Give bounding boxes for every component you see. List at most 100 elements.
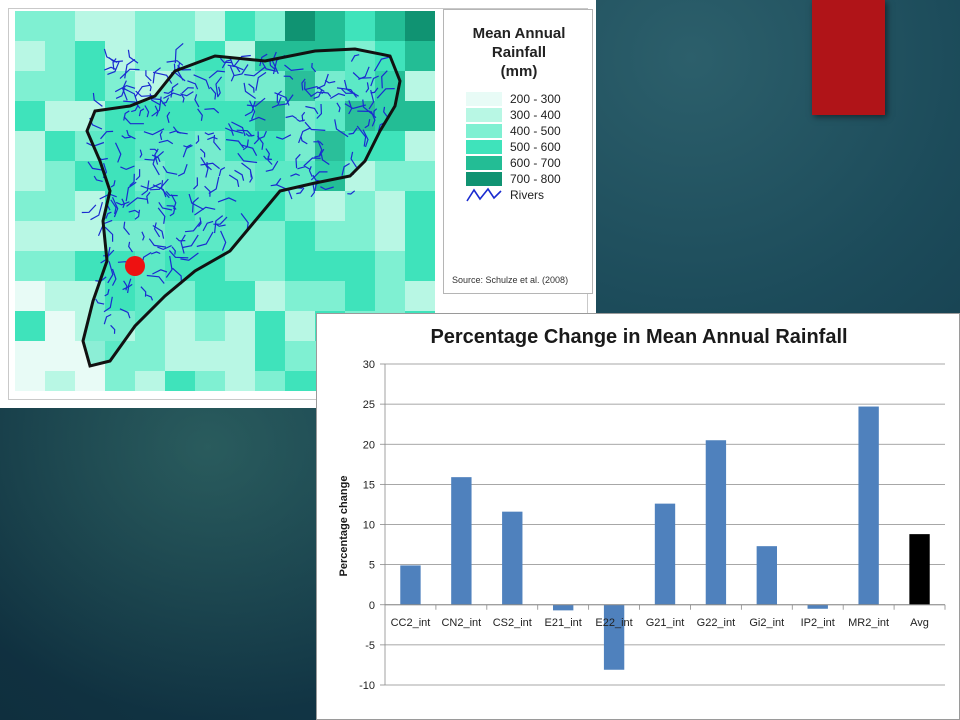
river-segment	[140, 286, 147, 297]
rainfall-cell	[225, 371, 255, 391]
river-segment	[131, 104, 139, 113]
river-segment	[81, 204, 97, 214]
river-segment	[183, 144, 192, 148]
legend-rivers-label: Rivers	[510, 188, 545, 202]
river-segment	[352, 72, 372, 79]
river-segment	[193, 177, 199, 190]
legend-label: 600 - 700	[510, 156, 561, 170]
river-segment	[304, 86, 325, 93]
map-frame: Mean Annual Rainfall (mm) 200 - 300 300 -…	[8, 8, 593, 400]
river-segment	[237, 152, 258, 164]
river-segment	[301, 111, 306, 122]
y-tick-label: 0	[369, 600, 375, 612]
y-tick-label: -5	[365, 640, 375, 652]
river-segment	[187, 80, 199, 90]
river-segment	[147, 81, 152, 92]
river-segment	[123, 280, 128, 291]
bar	[756, 546, 777, 605]
river-segment	[151, 96, 162, 117]
river-segment	[124, 58, 136, 79]
rainfall-cell	[285, 221, 315, 251]
rainfall-cell	[15, 251, 45, 281]
river-segment	[313, 89, 323, 100]
river-segment	[152, 269, 168, 275]
river-segment	[228, 174, 240, 188]
bar	[909, 534, 930, 605]
river-segment	[87, 161, 104, 171]
rainfall-cell	[15, 161, 45, 191]
x-tick-label: Gi2_int	[749, 617, 784, 629]
river-segment	[195, 135, 200, 145]
rainfall-cell	[285, 11, 315, 41]
rainfall-cell	[75, 161, 105, 191]
legend-swatch	[466, 156, 502, 170]
river-segment	[257, 135, 264, 150]
river-segment	[370, 111, 376, 127]
river-segment	[143, 128, 165, 136]
river-segment	[135, 90, 153, 97]
rainfall-cell	[255, 371, 285, 391]
legend-item-rivers: Rivers	[466, 187, 545, 202]
rainfall-cell	[15, 341, 45, 371]
rainfall-cell	[45, 371, 75, 391]
river-segment	[180, 234, 186, 254]
river-segment	[194, 94, 200, 108]
river-segment	[218, 166, 226, 177]
legend-label: 400 - 500	[510, 124, 561, 138]
river-segment	[111, 196, 119, 218]
rainfall-cell	[165, 341, 195, 371]
rainfall-cell	[315, 221, 345, 251]
rainfall-cell	[405, 191, 435, 221]
bar	[807, 604, 828, 609]
river-segment	[149, 178, 169, 191]
river-segment	[343, 79, 359, 97]
rainfall-cell	[405, 101, 435, 131]
river-segment	[180, 92, 185, 103]
rainfall-cell	[345, 221, 375, 251]
rainfall-cell	[75, 71, 105, 101]
river-segment	[246, 97, 266, 107]
river-segment	[285, 115, 298, 120]
river-segment	[169, 130, 181, 134]
rainfall-cell	[45, 191, 75, 221]
river-segment	[350, 54, 360, 62]
y-axis-label: Percentage change	[338, 476, 350, 577]
river-segment	[311, 62, 317, 73]
rainfall-cell	[315, 191, 345, 221]
rainfall-cell	[405, 221, 435, 251]
rainfall-cell	[165, 311, 195, 341]
river-segment	[290, 173, 300, 177]
river-segment	[145, 70, 152, 82]
river-segment	[192, 197, 199, 213]
rainfall-cell	[45, 251, 75, 281]
river-segment	[128, 241, 133, 253]
river-segment	[158, 201, 173, 211]
rainfall-cell	[375, 251, 405, 281]
rainfall-cell	[135, 371, 165, 391]
rainfall-cell	[15, 221, 45, 251]
rainfall-cell	[375, 131, 405, 161]
red-accent-tab	[812, 0, 885, 115]
river-segment	[104, 288, 110, 297]
river-segment	[104, 226, 114, 242]
river-segment	[347, 190, 356, 195]
river-segment	[140, 182, 162, 190]
y-tick-label: 5	[369, 560, 375, 572]
river-segment	[198, 217, 202, 227]
river-segment	[244, 66, 266, 77]
river-segment	[122, 278, 132, 291]
river-segment	[141, 231, 145, 241]
river-segment	[200, 162, 220, 170]
river-segment	[146, 274, 165, 284]
legend-item: 600 - 700	[466, 156, 561, 170]
river-segment	[182, 234, 199, 249]
x-tick-label: E22_int	[595, 617, 632, 629]
legend-title-line-1: Mean Annual	[472, 25, 566, 42]
rainfall-cell	[135, 41, 165, 71]
rainfall-cell	[405, 71, 435, 101]
river-segment	[219, 57, 232, 64]
river-segment	[376, 88, 395, 99]
river-segment	[152, 155, 160, 176]
rainfall-cell	[315, 251, 345, 281]
legend-label: 200 - 300	[510, 92, 561, 106]
